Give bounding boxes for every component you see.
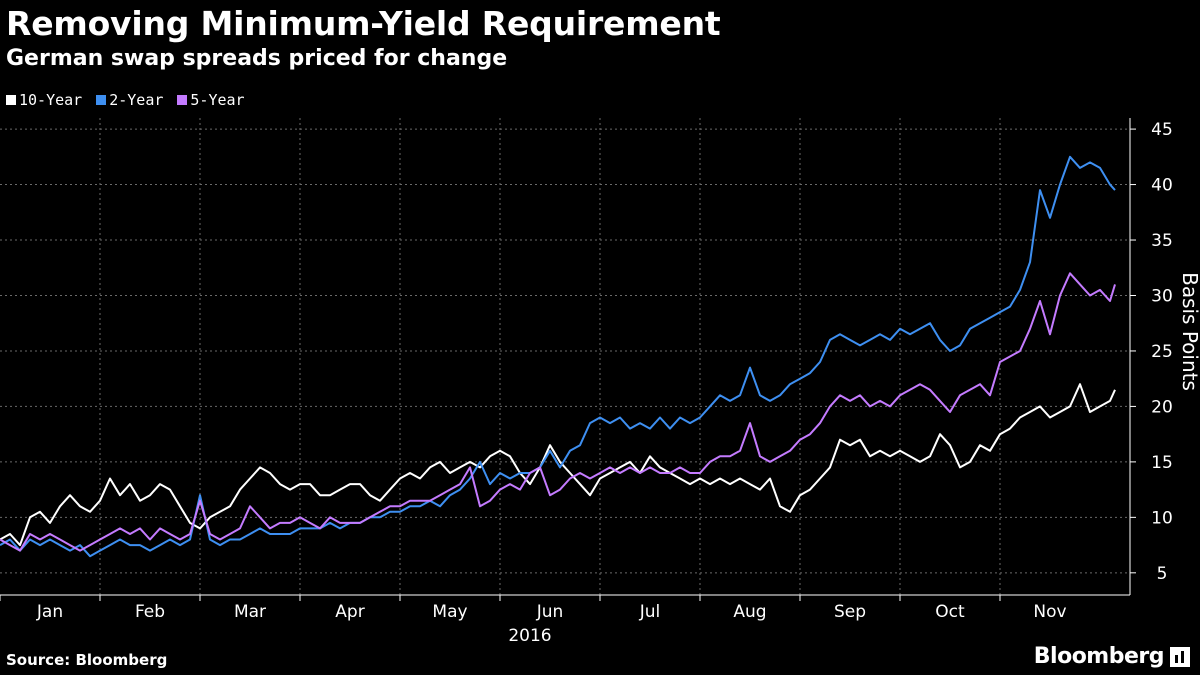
- y-tick-label-45: 45: [1151, 120, 1173, 140]
- legend-label-2-year: 2-Year: [109, 91, 164, 109]
- x-tick-label-jan: Jan: [36, 602, 63, 622]
- x-tick-label-jun: Jun: [536, 602, 564, 622]
- source-note: Source: Bloomberg: [6, 651, 168, 669]
- x-tick-label-mar: Mar: [234, 602, 266, 622]
- legend-swatch-2-year: [96, 95, 107, 105]
- chart-legend: 10-Year 2-Year 5-Year: [6, 89, 245, 111]
- legend-label-5-year: 5-Year: [190, 91, 245, 109]
- x-tick-label-may: May: [432, 602, 467, 622]
- x-tick-label-jul: Jul: [639, 602, 661, 622]
- x-tick-label-apr: Apr: [335, 602, 364, 622]
- y-tick-label-40: 40: [1151, 176, 1173, 196]
- legend-item-2-year: 2-Year: [96, 89, 163, 111]
- legend-item-5-year: 5-Year: [177, 89, 245, 111]
- y-tick-label-10: 10: [1151, 508, 1173, 528]
- x-tick-label-feb: Feb: [135, 602, 165, 622]
- brand-wordmark: Bloomberg: [1033, 644, 1165, 669]
- chart-subtitle: German swap spreads priced for change: [6, 46, 508, 71]
- y-tick-label-35: 35: [1151, 231, 1173, 251]
- brand-logo: Bloomberg: [1034, 644, 1190, 669]
- legend-label-10-year: 10-Year: [19, 91, 83, 109]
- series-line-2-year: [0, 155, 1116, 558]
- legend-swatch-5-year: [177, 95, 188, 105]
- y-tick-label-30: 30: [1151, 286, 1173, 306]
- y-tick-label-25: 25: [1151, 342, 1173, 362]
- y-tick-label-15: 15: [1151, 453, 1173, 473]
- axis-layer: 5 10 15 20 25 30 35 40 45 Jan Feb Mar Apr May Jun Jul Au…: [0, 118, 1173, 622]
- grid-layer: [0, 118, 1130, 595]
- x-tick-label-sep: Sep: [834, 602, 866, 622]
- x-tick-label-oct: Oct: [935, 602, 965, 622]
- series-line-5-year: [0, 272, 1116, 552]
- x-axis-year-label: 2016: [508, 626, 551, 646]
- x-tick-label-nov: Nov: [1033, 602, 1066, 622]
- chart-title: Removing Minimum-Yield Requirement: [6, 4, 721, 43]
- x-tick-label-aug: Aug: [733, 602, 766, 622]
- legend-item-10-year: 10-Year: [6, 89, 82, 111]
- y-axis-title: Basis Points: [1178, 272, 1200, 391]
- series-layer: [0, 155, 1116, 558]
- legend-swatch-10-year: [6, 95, 16, 105]
- y-tick-label-20: 20: [1151, 397, 1173, 417]
- series-line-10-year: [0, 383, 1116, 547]
- y-tick-label-5: 5: [1157, 564, 1168, 584]
- bloomberg-chart-icon: [1170, 646, 1190, 667]
